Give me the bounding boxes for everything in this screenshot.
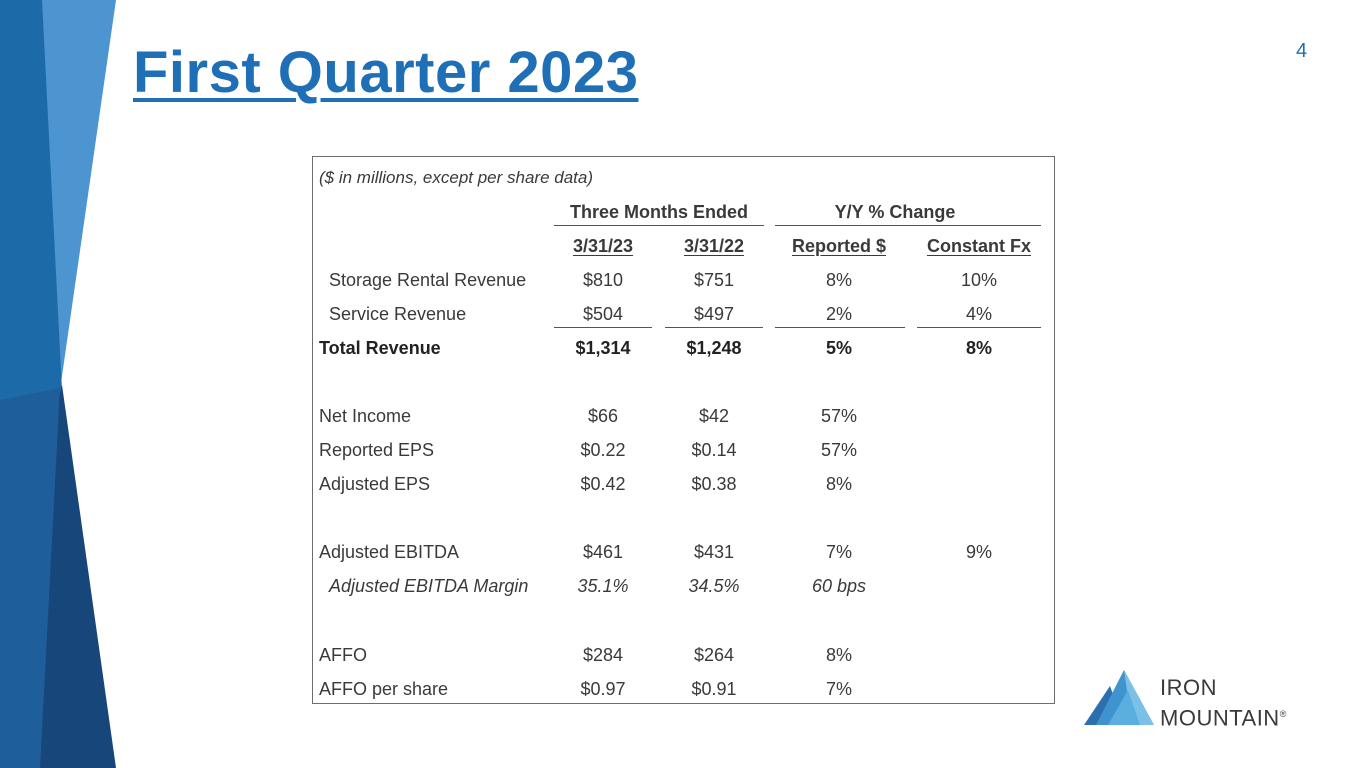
col-header-reported: Reported $ [791,236,887,256]
company-logo: IRON MOUNTAIN® [1084,668,1324,732]
row-label-total-revenue: Total Revenue [319,338,441,358]
cell-net-income-reported: 57% [820,406,858,426]
cell-service-q1-22: $497 [693,304,735,324]
cell-reported-eps-reported: 57% [820,440,858,460]
row-label-ebitda-margin: Adjusted EBITDA Margin [329,576,529,596]
col-header-constant-fx: Constant Fx [926,236,1032,256]
cell-affo-ps-reported: 7% [825,679,853,699]
row-label-adjusted-eps: Adjusted EPS [319,474,431,494]
logo-text-mountain-word: MOUNTAIN [1160,705,1280,731]
header-three-months-ended: Three Months Ended [569,202,749,222]
cell-adjusted-eps-q1-22: $0.38 [691,474,737,494]
page-title: First Quarter 2023 [133,40,639,105]
cell-net-income-q1-22: $42 [698,406,730,426]
row-label-reported-eps: Reported EPS [319,440,435,460]
logo-text-mountain: MOUNTAIN® [1160,702,1287,730]
header-rule-left [554,225,764,226]
cell-ebitda-q1-22: $431 [693,542,735,562]
cell-affo-q1-23: $284 [582,645,624,665]
cell-ebitda-q1-23: $461 [582,542,624,562]
cell-reported-eps-q1-22: $0.14 [691,440,737,460]
cell-service-constant-fx: 4% [965,304,993,324]
cell-ebitda-reported: 7% [825,542,853,562]
cell-affo-q1-22: $264 [693,645,735,665]
cell-storage-constant-fx: 10% [960,270,998,290]
cell-storage-q1-22: $751 [693,270,735,290]
financial-summary-table: ($ in millions, except per share data) T… [312,156,1055,704]
row-label-storage-rental-revenue: Storage Rental Revenue [329,270,527,290]
row-label-adjusted-ebitda: Adjusted EBITDA [319,542,460,562]
total-rule-q1-22 [665,327,763,328]
cell-ebitda-margin-reported: 60 bps [811,576,867,596]
row-label-affo-per-share: AFFO per share [319,679,449,699]
header-yy-change: Y/Y % Change [834,202,956,222]
col-header-q1-2022: 3/31/22 [683,236,745,256]
page-number: 4 [1296,40,1308,62]
cell-total-q1-22: $1,248 [686,338,742,358]
registered-mark: ® [1279,709,1287,719]
cell-ebitda-margin-q1-22: 34.5% [688,576,740,596]
decorative-stripes [0,0,116,768]
header-rule-right [775,225,1041,226]
row-label-service-revenue: Service Revenue [329,304,467,324]
cell-adjusted-eps-q1-23: $0.42 [580,474,626,494]
cell-reported-eps-q1-23: $0.22 [580,440,626,460]
cell-ebitda-constant-fx: 9% [965,542,993,562]
cell-service-q1-23: $504 [582,304,624,324]
total-rule-reported [775,327,905,328]
cell-affo-ps-q1-23: $0.97 [580,679,626,699]
table-note: ($ in millions, except per share data) [319,168,594,187]
row-label-affo: AFFO [319,645,367,665]
cell-adjusted-eps-reported: 8% [825,474,853,494]
cell-ebitda-margin-q1-23: 35.1% [577,576,629,596]
cell-total-constant-fx: 8% [965,338,993,358]
cell-storage-q1-23: $810 [582,270,624,290]
mountain-icon [1084,670,1154,725]
row-label-net-income: Net Income [319,406,412,426]
cell-service-reported: 2% [825,304,853,324]
cell-total-reported: 5% [825,338,853,358]
cell-affo-reported: 8% [825,645,853,665]
logo-text-iron: IRON [1160,675,1217,700]
total-rule-q1-23 [554,327,652,328]
cell-net-income-q1-23: $66 [587,406,619,426]
col-header-q1-2023: 3/31/23 [572,236,634,256]
cell-total-q1-23: $1,314 [575,338,631,358]
cell-affo-ps-q1-22: $0.91 [691,679,737,699]
total-rule-constant-fx [917,327,1041,328]
cell-storage-reported: 8% [825,270,853,290]
